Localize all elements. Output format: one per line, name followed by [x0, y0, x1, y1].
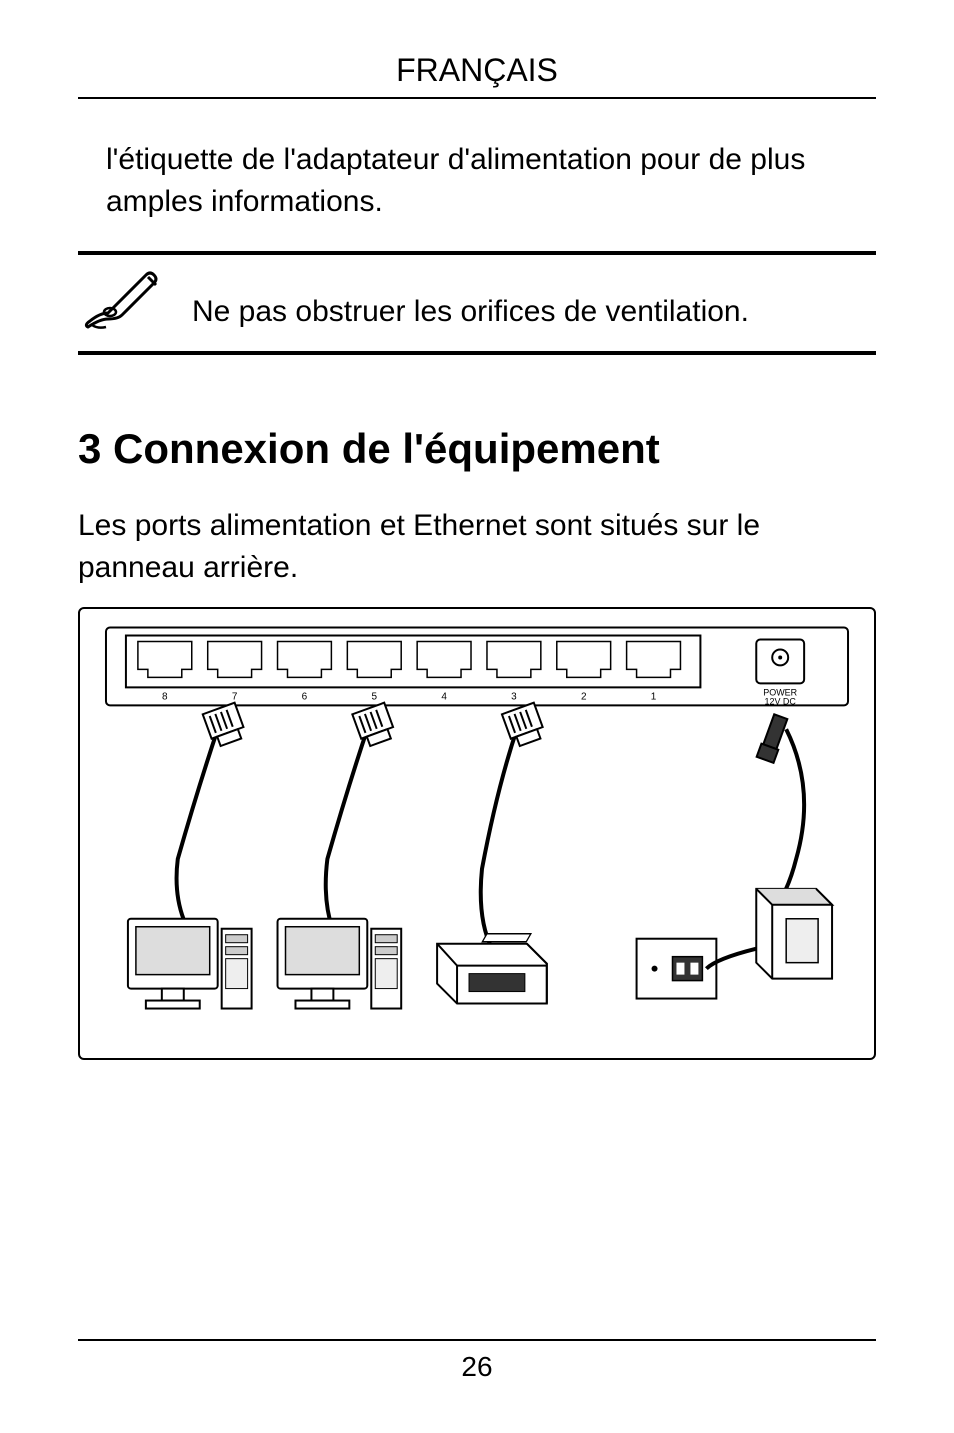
connection-diagram: 87654321 POWER 12V DC — [78, 607, 876, 1060]
port-label: 7 — [232, 691, 238, 702]
port-label: 2 — [581, 691, 587, 702]
computer-2-icon — [278, 919, 402, 1009]
switch-rear-panel-icon: 87654321 POWER 12V DC — [106, 628, 848, 707]
page-header: FRANÇAIS — [78, 52, 876, 99]
power-adapter-icon — [706, 889, 832, 979]
cables-icon — [177, 729, 805, 948]
section-body-text: Les ports alimentation et Ethernet sont … — [78, 505, 876, 589]
note-block: Ne pas obstruer les orifices de ventilat… — [78, 251, 876, 355]
intro-continuation-text: l'étiquette de l'adaptateur d'alimentati… — [106, 139, 876, 223]
rj45-plugs-icon — [203, 703, 789, 763]
port-label: 6 — [302, 691, 308, 702]
computer-1-icon — [128, 919, 252, 1009]
port-label: 3 — [511, 691, 517, 702]
diagram-svg: 87654321 POWER 12V DC — [98, 619, 856, 1039]
section-title: 3 Connexion de l'équipement — [78, 425, 876, 473]
port-label: 5 — [371, 691, 377, 702]
page-number: 26 — [461, 1351, 492, 1382]
page-footer: 26 — [78, 1339, 876, 1383]
port-label: 8 — [162, 691, 168, 702]
note-text: Ne pas obstruer les orifices de ventilat… — [192, 295, 749, 333]
power-label-2: 12V DC — [764, 696, 796, 706]
port-label: 1 — [651, 691, 657, 702]
printer-icon — [437, 934, 547, 1004]
port-label: 4 — [441, 691, 447, 702]
hand-pen-icon — [78, 269, 168, 333]
wall-outlet-icon — [637, 939, 717, 999]
